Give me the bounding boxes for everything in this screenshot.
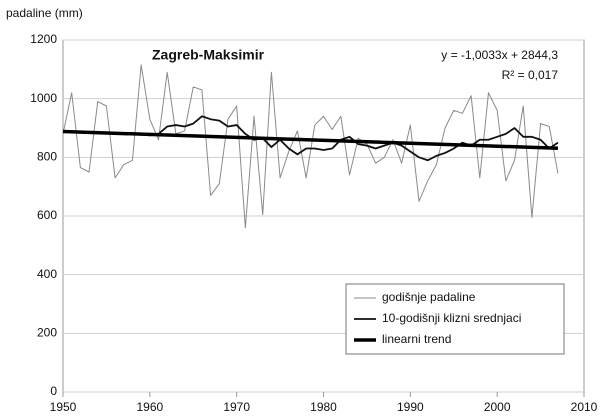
y-tick-label: 800 xyxy=(37,150,57,164)
y-tick-label: 600 xyxy=(37,208,57,222)
trend-equation: y = -1,0033x + 2844,3 xyxy=(441,48,558,62)
legend-label: godišnje padaline xyxy=(382,290,476,304)
y-tick-label: 200 xyxy=(37,326,57,340)
y-tick-label: 0 xyxy=(50,384,57,398)
chart-title: Zagreb-Maksimir xyxy=(152,47,265,63)
legend-label: 10-godišnji klizni srednjaci xyxy=(382,311,521,325)
legend-frame xyxy=(345,283,565,355)
x-tick-label: 1980 xyxy=(310,400,337,414)
x-tick-label: 1990 xyxy=(397,400,424,414)
x-tick-label: 1960 xyxy=(136,400,163,414)
series-line xyxy=(141,115,559,162)
x-tick-label: 1970 xyxy=(223,400,250,414)
y-tick-label: 400 xyxy=(37,267,57,281)
x-tick-label: 1950 xyxy=(50,400,77,414)
x-tick-label: 2000 xyxy=(484,400,511,414)
series-line xyxy=(62,129,559,150)
r-squared: R² = 0,017 xyxy=(502,68,559,82)
y-tick-label: 1000 xyxy=(30,91,57,105)
y-axis-label: padaline (mm) xyxy=(6,6,83,20)
x-tick-label: 2010 xyxy=(571,400,598,414)
series-line xyxy=(62,64,559,229)
legend-label: linearni trend xyxy=(382,332,451,346)
y-tick-label: 1200 xyxy=(30,32,57,46)
